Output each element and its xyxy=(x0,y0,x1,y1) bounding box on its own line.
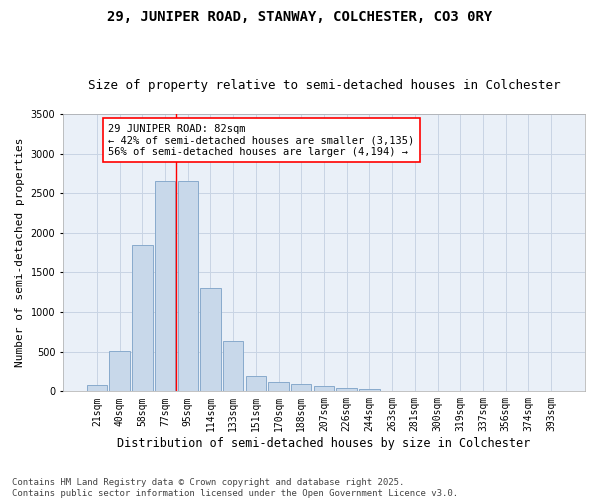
Bar xyxy=(359,390,380,392)
Bar xyxy=(155,182,175,392)
Text: 29 JUNIPER ROAD: 82sqm
← 42% of semi-detached houses are smaller (3,135)
56% of : 29 JUNIPER ROAD: 82sqm ← 42% of semi-det… xyxy=(108,124,415,156)
Bar xyxy=(268,382,289,392)
X-axis label: Distribution of semi-detached houses by size in Colchester: Distribution of semi-detached houses by … xyxy=(118,437,530,450)
Text: 29, JUNIPER ROAD, STANWAY, COLCHESTER, CO3 0RY: 29, JUNIPER ROAD, STANWAY, COLCHESTER, C… xyxy=(107,10,493,24)
Bar xyxy=(382,390,403,392)
Bar xyxy=(245,376,266,392)
Bar xyxy=(109,351,130,392)
Y-axis label: Number of semi-detached properties: Number of semi-detached properties xyxy=(15,138,25,368)
Text: Contains HM Land Registry data © Crown copyright and database right 2025.
Contai: Contains HM Land Registry data © Crown c… xyxy=(12,478,458,498)
Bar xyxy=(132,244,152,392)
Title: Size of property relative to semi-detached houses in Colchester: Size of property relative to semi-detach… xyxy=(88,79,560,92)
Bar xyxy=(314,386,334,392)
Bar xyxy=(337,388,357,392)
Bar xyxy=(86,385,107,392)
Bar xyxy=(291,384,311,392)
Bar xyxy=(223,340,244,392)
Bar xyxy=(200,288,221,392)
Bar xyxy=(178,182,198,392)
